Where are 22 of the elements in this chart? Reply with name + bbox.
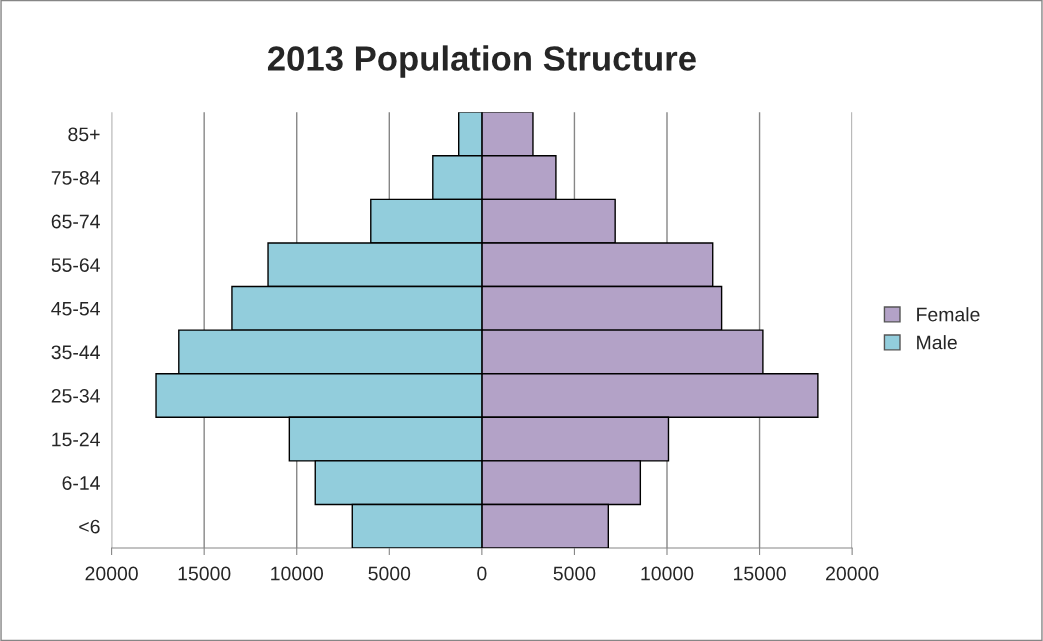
legend-label: Female xyxy=(917,307,980,322)
y-tick-label: 15-24 xyxy=(52,432,100,447)
y-tick-label: 35-44 xyxy=(51,345,100,360)
chart-title: 2013 Population Structure xyxy=(267,45,696,78)
x-tick-label: 20000 xyxy=(85,566,138,581)
x-tick-label: 15000 xyxy=(734,566,786,581)
y-tick-label: 65-74 xyxy=(51,214,100,229)
y-tick-label: 75-84 xyxy=(51,171,100,185)
x-tick-label: 0 xyxy=(477,566,487,581)
x-tick-label: 5000 xyxy=(553,566,596,581)
x-tick-label: 10000 xyxy=(271,566,324,581)
y-tick-label: 85+ xyxy=(68,127,100,142)
x-tick-label: 10000 xyxy=(641,566,694,581)
legend-label: Male xyxy=(917,335,957,350)
y-tick-label: 55-64 xyxy=(51,258,100,272)
y-tick-label: 25-34 xyxy=(51,388,100,403)
x-tick-label: 15000 xyxy=(178,566,231,581)
x-tick-label: 5000 xyxy=(368,566,411,581)
y-tick-label: <6 xyxy=(79,519,100,534)
y-tick-label: 6-14 xyxy=(62,476,100,490)
y-tick-label: 45-54 xyxy=(51,301,100,316)
x-tick-label: 20000 xyxy=(826,566,879,581)
